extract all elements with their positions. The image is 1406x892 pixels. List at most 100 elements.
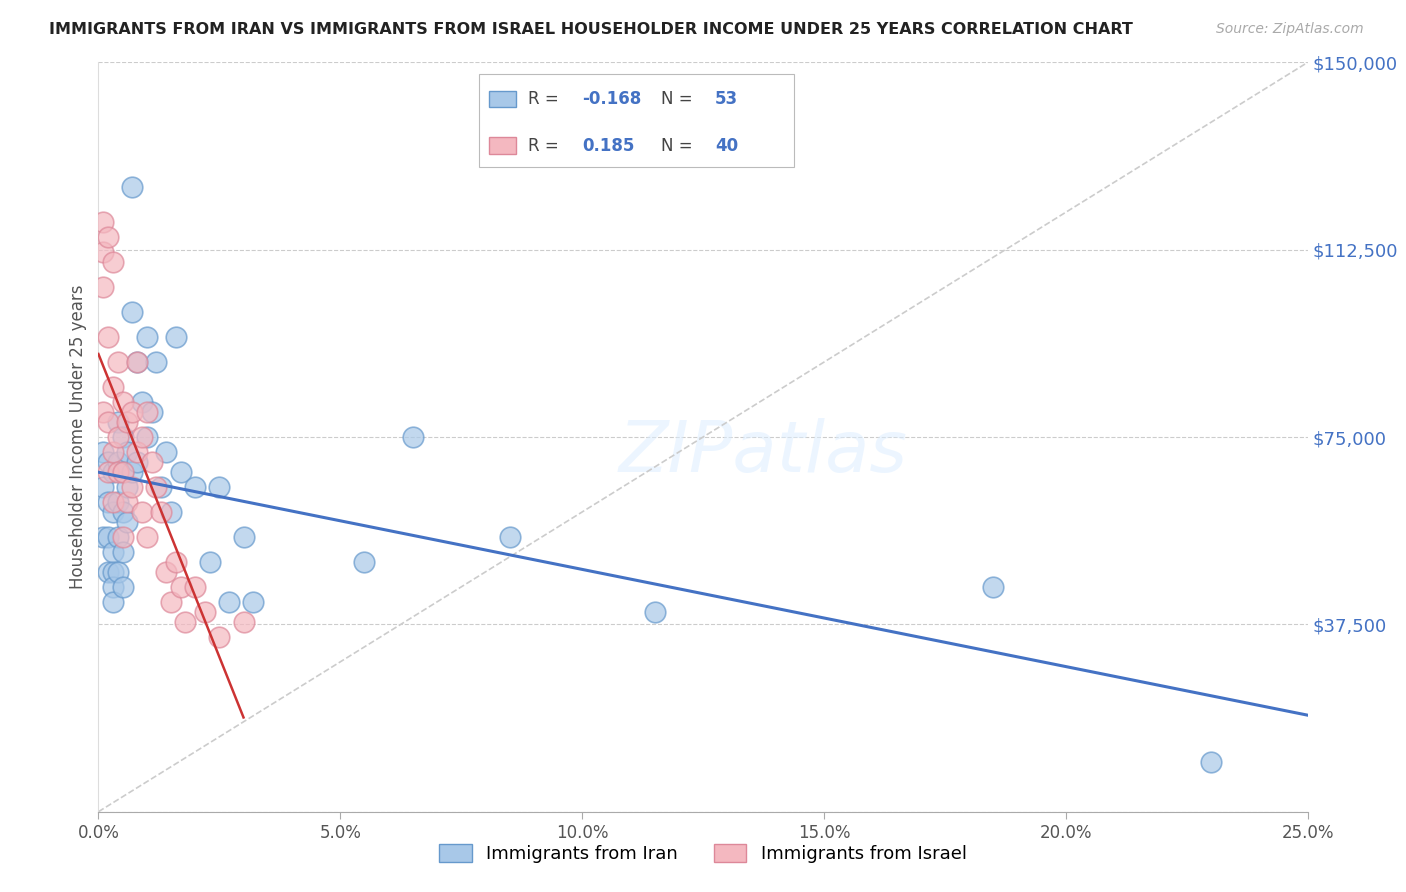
Point	[127, 355, 149, 369]
Point	[169, 465, 191, 479]
Point	[121, 405, 143, 419]
Point	[194, 605, 217, 619]
Point	[97, 565, 120, 579]
Point	[232, 615, 254, 629]
Point	[150, 480, 173, 494]
Point	[184, 580, 207, 594]
Y-axis label: Householder Income Under 25 years: Householder Income Under 25 years	[69, 285, 87, 590]
Point	[111, 395, 134, 409]
Text: ZIPatlas: ZIPatlas	[619, 417, 908, 486]
Point	[101, 465, 124, 479]
Text: -0.168: -0.168	[582, 90, 641, 108]
Point	[1199, 755, 1222, 769]
Point	[107, 530, 129, 544]
Point	[101, 255, 124, 269]
Point	[981, 580, 1004, 594]
Point	[91, 215, 114, 229]
Point	[117, 480, 139, 494]
Point	[402, 430, 425, 444]
Point	[174, 615, 197, 629]
Point	[145, 480, 167, 494]
Point	[155, 445, 177, 459]
Point	[117, 415, 139, 429]
Point	[107, 355, 129, 369]
Point	[101, 565, 124, 579]
Point	[91, 445, 114, 459]
Point	[127, 355, 149, 369]
Point	[91, 280, 114, 294]
Point	[135, 530, 157, 544]
Point	[111, 430, 134, 444]
Text: N =: N =	[661, 90, 697, 108]
Point	[353, 555, 375, 569]
Text: R =: R =	[527, 90, 564, 108]
Legend: Immigrants from Iran, Immigrants from Israel: Immigrants from Iran, Immigrants from Is…	[432, 837, 974, 870]
Point	[141, 405, 163, 419]
Point	[135, 330, 157, 344]
Point	[107, 565, 129, 579]
Point	[101, 505, 124, 519]
Point	[91, 405, 114, 419]
Point	[111, 465, 134, 479]
Point	[101, 380, 124, 394]
Point	[121, 480, 143, 494]
Point	[165, 555, 187, 569]
Point	[208, 480, 231, 494]
Point	[107, 495, 129, 509]
Point	[111, 545, 134, 559]
Point	[117, 445, 139, 459]
Point	[111, 530, 134, 544]
Point	[97, 455, 120, 469]
Point	[208, 630, 231, 644]
FancyBboxPatch shape	[489, 91, 516, 107]
Text: 53: 53	[716, 90, 738, 108]
Point	[131, 505, 153, 519]
Point	[91, 530, 114, 544]
Point	[107, 415, 129, 429]
Point	[97, 330, 120, 344]
Point	[91, 480, 114, 494]
FancyBboxPatch shape	[489, 137, 516, 153]
Point	[150, 505, 173, 519]
Point	[97, 230, 120, 244]
Point	[101, 495, 124, 509]
Point	[135, 405, 157, 419]
Point	[135, 430, 157, 444]
Text: N =: N =	[661, 136, 697, 154]
Point	[131, 430, 153, 444]
Text: IMMIGRANTS FROM IRAN VS IMMIGRANTS FROM ISRAEL HOUSEHOLDER INCOME UNDER 25 YEARS: IMMIGRANTS FROM IRAN VS IMMIGRANTS FROM …	[49, 22, 1133, 37]
Point	[169, 580, 191, 594]
Point	[111, 505, 134, 519]
Point	[111, 580, 134, 594]
Point	[145, 355, 167, 369]
Point	[498, 530, 520, 544]
Point	[242, 595, 264, 609]
Point	[97, 495, 120, 509]
Point	[184, 480, 207, 494]
Point	[127, 455, 149, 469]
Point	[127, 445, 149, 459]
Point	[107, 465, 129, 479]
Point	[101, 545, 124, 559]
Point	[101, 580, 124, 594]
Point	[121, 180, 143, 194]
Point	[155, 565, 177, 579]
Point	[101, 595, 124, 609]
Text: 0.185: 0.185	[582, 136, 634, 154]
Text: 40: 40	[716, 136, 738, 154]
Point	[107, 455, 129, 469]
Point	[131, 395, 153, 409]
Point	[101, 445, 124, 459]
Point	[121, 305, 143, 319]
Point	[165, 330, 187, 344]
Text: R =: R =	[527, 136, 564, 154]
Point	[107, 430, 129, 444]
Point	[91, 245, 114, 260]
Point	[97, 415, 120, 429]
Point	[218, 595, 240, 609]
Point	[121, 465, 143, 479]
Point	[160, 505, 183, 519]
Point	[141, 455, 163, 469]
Point	[198, 555, 221, 569]
Point	[160, 595, 183, 609]
